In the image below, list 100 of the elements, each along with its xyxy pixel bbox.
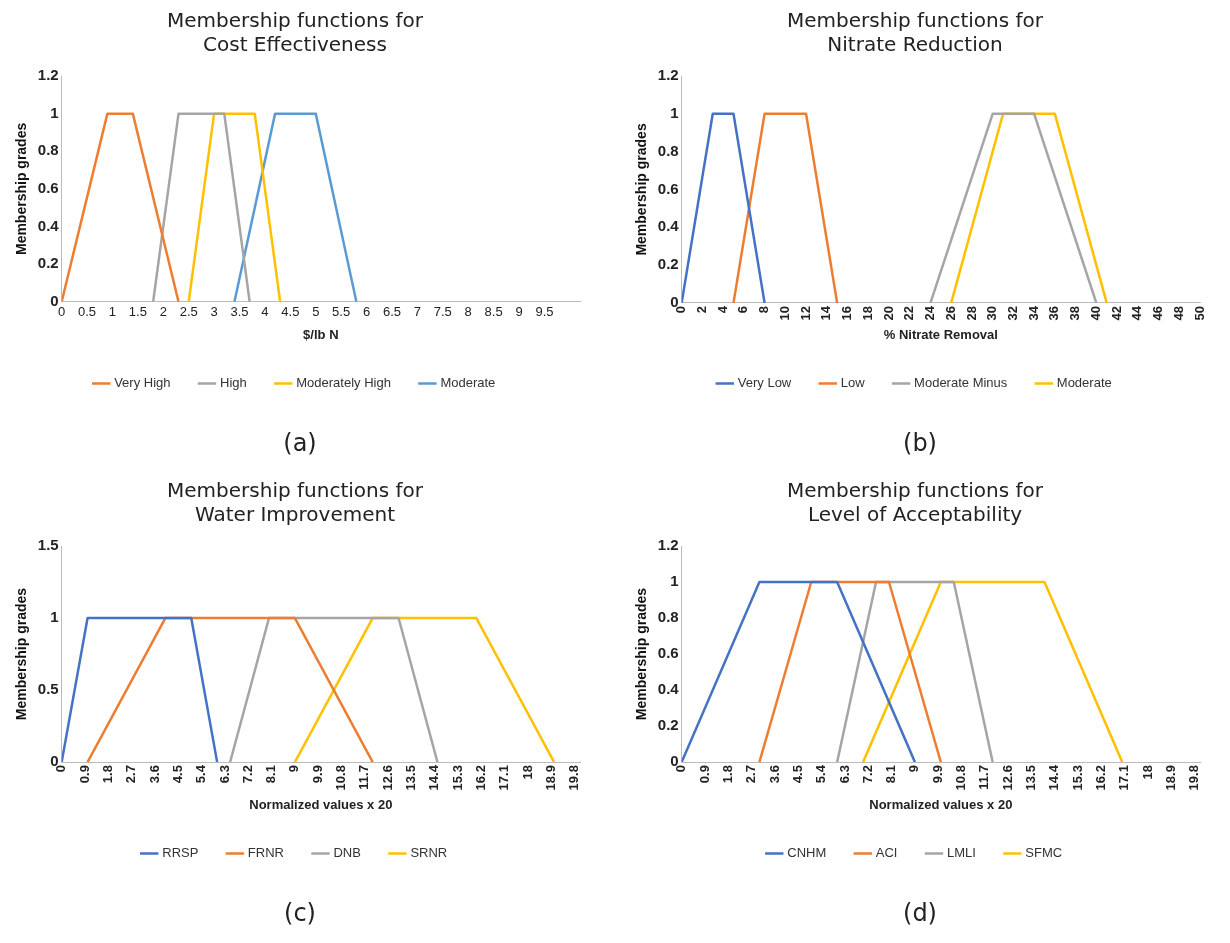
x-tick-label: 10.8: [953, 765, 969, 791]
x-tick-label: 9.5: [535, 304, 554, 320]
legend-label: DNB: [333, 845, 361, 861]
x-tick-label: 9: [515, 304, 523, 320]
x-tick-label: 2.7: [123, 765, 139, 784]
x-tick-label: 48: [1170, 305, 1186, 321]
x-tick-label: 30: [984, 305, 1000, 321]
legend-label: Very High: [114, 375, 171, 391]
x-tick-label: 9.9: [309, 765, 325, 784]
x-tick-label: 5.4: [813, 764, 829, 784]
x-tick-label: 28: [963, 305, 979, 321]
y-tick-label: 0.4: [37, 216, 60, 234]
y-tick-label: 0.2: [657, 716, 679, 734]
legend-label: RRSP: [162, 845, 199, 861]
x-tick-label: 42: [1108, 305, 1124, 321]
x-tick-label: 15.3: [449, 765, 465, 791]
x-tick-label: 9: [286, 765, 302, 773]
legend-label: Very Low: [737, 375, 792, 391]
x-tick-label: 17.1: [1116, 765, 1132, 791]
y-tick-label: 0.5: [37, 680, 59, 698]
x-tick-label: 4.5: [169, 765, 185, 784]
x-tick-label: 12.6: [379, 765, 395, 791]
x-tick-label: 11.7: [976, 765, 992, 790]
x-tick-label: 38: [1067, 305, 1083, 321]
x-tick-label: 16.2: [1093, 765, 1109, 791]
text: (a): [283, 429, 317, 458]
legend-label: SRNR: [410, 845, 448, 861]
x-tick-label: 34: [1025, 305, 1041, 321]
y-tick-label: 0.6: [657, 179, 679, 197]
x-tick-label: 8.1: [263, 765, 279, 784]
x-tick-label: 9: [906, 765, 922, 773]
chart-title: Membership functions for Cost Effectiveness: [167, 8, 424, 57]
x-tick-label: 46: [1150, 305, 1166, 321]
x-tick-label: 7.2: [239, 765, 255, 784]
x-tick-label: 50: [1191, 305, 1207, 321]
x-tick-label: 13.5: [1023, 765, 1039, 791]
x-axis-title: % Nitrate Removal: [883, 326, 998, 342]
x-tick-label: 18: [859, 305, 875, 321]
y-tick-label: 0.6: [37, 179, 59, 197]
x-tick-label: 20: [880, 305, 896, 321]
legend-label: SFMC: [1025, 845, 1063, 861]
x-tick-label: 7.5: [433, 304, 452, 320]
x-axis-title: Normalized values x 20: [249, 796, 393, 812]
x-tick-label: 7: [413, 304, 421, 320]
y-tick-label: 1: [670, 572, 679, 590]
x-tick-label: 3.6: [766, 765, 782, 784]
y-tick-label: 1.2: [657, 66, 679, 84]
x-tick-label: 4.5: [281, 304, 300, 320]
chart-title: Membership functions for Level of Acceptability: [787, 478, 1044, 527]
text: (c): [284, 899, 316, 928]
legend-label: Moderate Minus: [914, 375, 1008, 391]
x-tick-label: 14.4: [426, 764, 442, 791]
x-tick-label: 6: [362, 304, 371, 320]
y-axis-title: Membership grades: [633, 587, 650, 721]
x-tick-label: 4.5: [789, 765, 805, 784]
x-tick-label: 8.1: [883, 765, 899, 784]
x-tick-label: 2.5: [179, 304, 198, 320]
y-tick-label: 1: [670, 103, 679, 121]
y-axis-title: Membership grades: [13, 122, 30, 256]
x-tick-label: 2: [159, 304, 167, 320]
x-tick-label: 10.8: [333, 765, 349, 791]
x-tick-label: 1.5: [128, 304, 147, 320]
y-axis-title: Membership grades: [13, 587, 30, 721]
legend-label: ACI: [875, 845, 898, 861]
x-tick-label: 11.7: [356, 765, 372, 790]
x-axis-title: Normalized values x 20: [869, 796, 1013, 812]
x-tick-label: 32: [1004, 305, 1020, 321]
legend-label: CNHM: [787, 845, 827, 861]
x-tick-label: 13.5: [403, 765, 419, 791]
text: (b): [903, 429, 937, 458]
x-tick-label: 36: [1046, 305, 1062, 321]
y-tick-label: 1.5: [37, 536, 59, 554]
x-tick-label: 5: [312, 304, 320, 320]
legend-label: LMLI: [946, 845, 976, 861]
legend-label: High: [220, 375, 247, 391]
x-tick-label: 2.7: [743, 765, 759, 784]
legend-label: FRNR: [247, 845, 284, 861]
chart-title: Membership functions for Nitrate Reduction: [787, 8, 1044, 57]
x-tick-label: 1.8: [719, 765, 735, 784]
x-tick-label: 7.2: [859, 765, 875, 784]
x-tick-label: 0.9: [76, 765, 92, 784]
x-tick-label: 10: [776, 305, 792, 321]
x-tick-label: 5.4: [193, 764, 209, 784]
x-tick-label: 12: [797, 305, 813, 321]
x-tick-label: 4: [261, 304, 269, 320]
y-tick-label: 0.4: [657, 217, 680, 235]
x-tick-label: 17.1: [496, 765, 512, 791]
x-tick-label: 2: [693, 305, 709, 314]
x-tick-label: 26: [942, 305, 958, 321]
x-tick-label: 3: [210, 304, 218, 320]
y-tick-label: 0.2: [37, 254, 59, 272]
x-tick-label: 9.9: [929, 765, 945, 784]
x-tick-label: 24: [922, 305, 938, 321]
x-tick-label: 8: [756, 305, 772, 314]
y-tick-label: 0.8: [657, 608, 679, 626]
y-tick-label: 0.8: [657, 141, 679, 159]
x-tick-label: 16.2: [473, 765, 489, 791]
legend-label: Moderate: [440, 375, 496, 391]
chart-title: Membership functions for Water Improvement: [167, 478, 424, 527]
y-tick-label: 0.2: [657, 255, 679, 273]
